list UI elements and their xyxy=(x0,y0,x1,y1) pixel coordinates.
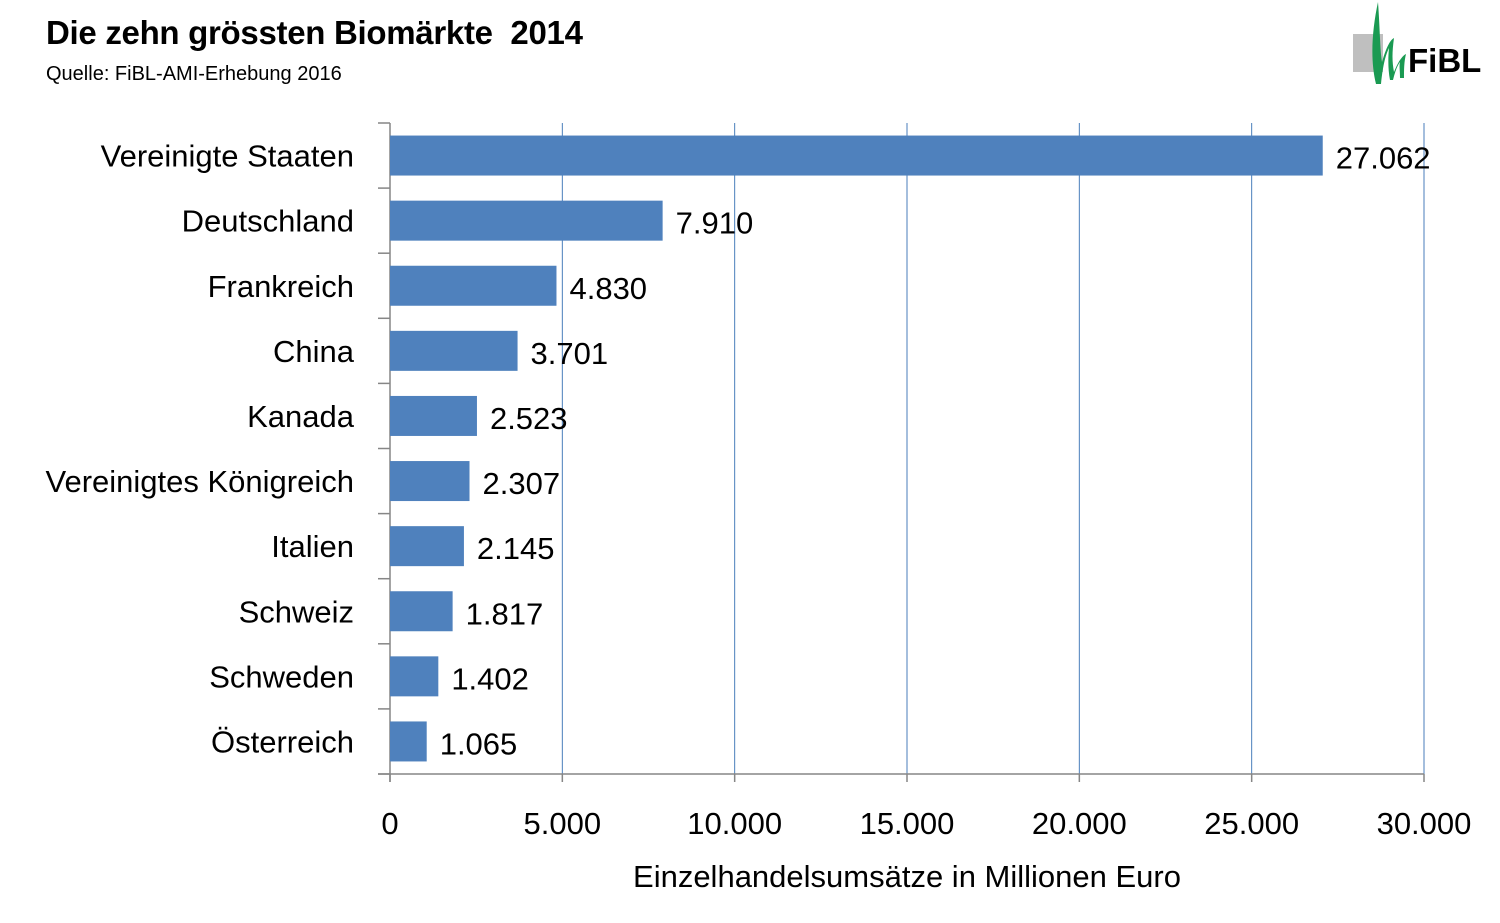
bar xyxy=(390,395,477,436)
category-label: Kanada xyxy=(247,399,355,434)
bar xyxy=(390,330,518,371)
bar xyxy=(390,200,663,241)
chart-title: Die zehn grössten Biomärkte 2014 xyxy=(46,14,583,51)
bar xyxy=(390,135,1323,176)
bar xyxy=(390,656,439,697)
fibl-logo-graphic: FiBL xyxy=(1353,2,1481,84)
value-label: 1.065 xyxy=(440,726,518,761)
value-label: 2.307 xyxy=(483,466,561,501)
value-label: 3.701 xyxy=(531,336,609,371)
x-tick-label: 25.000 xyxy=(1204,806,1299,841)
x-axis-title: Einzelhandelsumsätze in Millionen Euro xyxy=(633,859,1181,894)
value-label: 1.402 xyxy=(451,661,529,696)
value-label: 1.817 xyxy=(466,596,544,631)
x-tick-label: 30.000 xyxy=(1377,806,1472,841)
x-tick-label: 0 xyxy=(381,806,398,841)
x-tick-label: 5.000 xyxy=(524,806,602,841)
bar xyxy=(390,265,557,306)
bar xyxy=(390,461,470,502)
bar xyxy=(390,721,427,762)
bar xyxy=(390,591,453,632)
value-label: 4.830 xyxy=(569,271,647,306)
category-label: Deutschland xyxy=(182,204,354,239)
value-label: 2.523 xyxy=(490,401,568,436)
x-tick-label: 20.000 xyxy=(1032,806,1127,841)
logo-plant-icon xyxy=(1372,2,1406,84)
category-label: China xyxy=(273,334,355,369)
category-label: Vereinigtes Königreich xyxy=(46,464,354,499)
logo-text: FiBL xyxy=(1408,42,1481,79)
chart-source: Quelle: FiBL-AMI-Erhebung 2016 xyxy=(46,63,342,85)
x-tick-label: 15.000 xyxy=(860,806,955,841)
category-label: Schweiz xyxy=(239,594,354,629)
category-label: Österreich xyxy=(211,724,354,759)
value-label: 7.910 xyxy=(676,206,754,241)
category-label: Vereinigte Staaten xyxy=(101,139,354,174)
fibl-logo: FiBL xyxy=(1350,0,1490,90)
bar xyxy=(390,526,464,567)
x-tick-label: 10.000 xyxy=(687,806,782,841)
category-label: Frankreich xyxy=(208,269,354,304)
value-label: 27.062 xyxy=(1336,141,1431,176)
value-label: 2.145 xyxy=(477,531,555,566)
category-label: Schweden xyxy=(209,659,354,694)
category-label: Italien xyxy=(271,529,354,564)
